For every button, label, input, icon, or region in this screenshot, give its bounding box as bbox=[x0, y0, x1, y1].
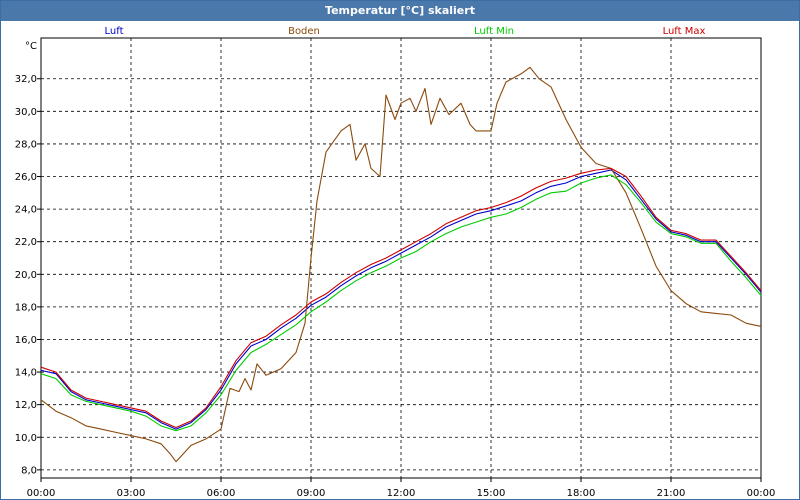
x-tick-time-label: 09:00 bbox=[297, 488, 326, 499]
x-tick-time-label: 12:00 bbox=[387, 488, 416, 499]
series-line-luft bbox=[40, 169, 762, 430]
x-tick-time-label: 03:00 bbox=[117, 488, 146, 499]
legend-item-luft: Luft bbox=[105, 26, 124, 37]
x-tick-time-label: 18:00 bbox=[567, 488, 596, 499]
y-tick-label: 18,0 bbox=[15, 302, 37, 313]
series-line-boden bbox=[40, 66, 762, 463]
x-tick-time-label: 06:00 bbox=[207, 488, 236, 499]
y-tick-label: 24,0 bbox=[15, 205, 37, 216]
series-lines bbox=[40, 66, 762, 463]
x-tick-time-label: 00:00 bbox=[27, 488, 56, 499]
x-tick-time-label: 21:00 bbox=[657, 488, 686, 499]
y-tick-label: 10,0 bbox=[15, 433, 37, 444]
x-tick-time-label: 15:00 bbox=[477, 488, 506, 499]
series-line-luft-max bbox=[40, 167, 762, 429]
grid-lines bbox=[41, 38, 761, 478]
y-tick-label: 26,0 bbox=[15, 172, 37, 183]
legend-item-luft-min: Luft Min bbox=[474, 26, 514, 37]
y-axis-ticks: 8,0 10,0 12,0 14,0 16,0 18,0 20,0 22,0 24,0 26,0 2… bbox=[15, 74, 41, 476]
y-tick-label: 22,0 bbox=[15, 237, 37, 248]
legend-item-boden: Boden bbox=[288, 26, 320, 37]
legend-item-luft-max: Luft Max bbox=[663, 26, 706, 37]
y-tick-label: 8,0 bbox=[21, 465, 37, 476]
x-tick-time-label: 00:00 bbox=[747, 488, 776, 499]
series-line-luft-min bbox=[40, 174, 762, 432]
window-title: Temperatur [°C] skaliert bbox=[1, 1, 799, 21]
y-tick-label: 16,0 bbox=[15, 335, 37, 346]
legend: Luft Boden Luft Min Luft Max bbox=[105, 26, 706, 37]
y-tick-label: 32,0 bbox=[15, 74, 37, 85]
y-tick-label: 20,0 bbox=[15, 270, 37, 281]
x-axis-ticks: 00:0010.06.1703:0010.06.1706:0010.06.170… bbox=[27, 478, 776, 499]
y-tick-label: 28,0 bbox=[15, 139, 37, 150]
y-tick-label: 12,0 bbox=[15, 400, 37, 411]
y-tick-label: 14,0 bbox=[15, 368, 37, 379]
y-tick-label: 30,0 bbox=[15, 107, 37, 118]
temperature-chart: Luft Boden Luft Min Luft Max °C 8,0 10,0 12,0… bbox=[15, 26, 776, 499]
y-axis-unit-label: °C bbox=[25, 41, 37, 52]
